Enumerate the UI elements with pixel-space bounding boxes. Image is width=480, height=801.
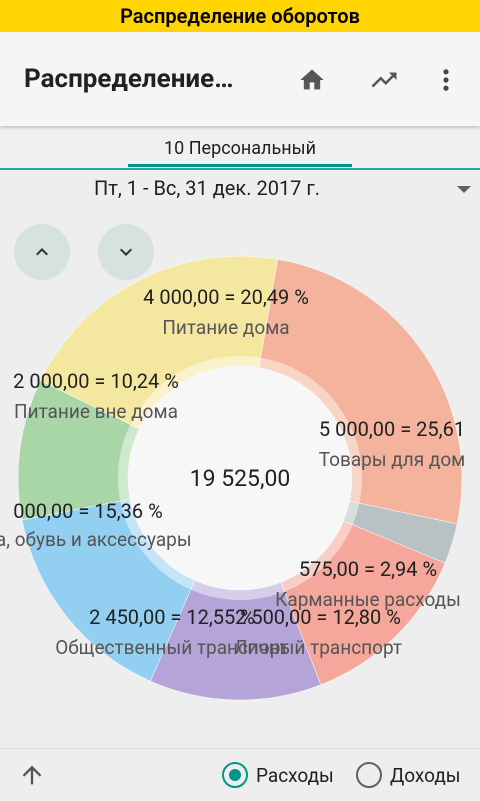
tab-bar: 10 Персональный [0, 126, 480, 172]
trend-button[interactable] [364, 60, 404, 100]
trending-up-icon [371, 72, 397, 88]
slice-value-label: 5 000,00 = 25,61 [319, 417, 465, 441]
slice-name-label: Общественный транспорт [55, 636, 289, 659]
period-selector[interactable]: Пт, 1 - Вс, 31 дек. 2017 г. [0, 172, 480, 208]
donut-hole [128, 366, 352, 590]
radio-income[interactable]: Доходы [356, 758, 461, 792]
radio-unchecked-icon [356, 762, 382, 788]
slice-name-label: Карманные расходы [275, 588, 461, 611]
slice-name-label: Товары для дом [319, 448, 466, 471]
more-vert-icon [443, 69, 449, 91]
more-button[interactable] [426, 60, 466, 100]
chevron-up-icon [36, 248, 48, 256]
slice-value-label: 2 450,00 = 12,55 % [89, 605, 255, 629]
arrow-up-icon [22, 765, 42, 785]
chevron-down-icon [120, 248, 132, 256]
radio-expenses[interactable]: Расходы [222, 758, 334, 792]
slice-name-label: Питание вне дома [14, 400, 178, 423]
status-bar: Распределение оборотов [0, 0, 480, 32]
chart-svg: 19 525,00 4 000,00 = 20,49 % Питание дома 5… [0, 255, 466, 701]
period-label: Пт, 1 - Вс, 31 дек. 2017 г. [94, 176, 321, 200]
slice-value-label: 2 000,00 = 10,24 % [13, 369, 179, 393]
up-button[interactable] [14, 757, 50, 793]
donut-chart[interactable]: 19 525,00 4 000,00 = 20,49 % Питание дома 5… [0, 208, 480, 748]
slice-name-label: Личный транспорт [234, 636, 402, 659]
dropdown-arrow-icon [457, 186, 471, 193]
tab-personal[interactable]: 10 Персональный [164, 137, 316, 159]
prev-button[interactable] [14, 224, 70, 280]
bottom-bar: Расходы Доходы [0, 748, 480, 801]
radio-checked-icon [222, 762, 248, 788]
status-title: Распределение оборотов [120, 4, 360, 28]
home-button[interactable] [292, 60, 332, 100]
slice-value-label: 000,00 = 15,36 % [13, 499, 163, 523]
radio-expenses-label: Расходы [256, 763, 334, 787]
next-button[interactable] [98, 224, 154, 280]
home-icon [300, 69, 324, 90]
page-title: Распределение… [24, 64, 234, 94]
tab-indicator [128, 164, 352, 167]
app-bar: Распределение… [0, 32, 480, 126]
slice-value-label: 2 500,00 = 12,80 % [235, 605, 401, 629]
slice-value-label: 4 000,00 = 20,49 % [143, 285, 309, 309]
tab-divider [0, 168, 480, 170]
center-total: 19 525,00 [190, 465, 291, 492]
radio-income-label: Доходы [390, 763, 461, 787]
slice-name-label: Питание дома [162, 316, 289, 339]
slice-value-label: 575,00 = 2,94 % [299, 557, 437, 581]
slice-name-label: да, обувь и аксессуары [0, 528, 192, 551]
